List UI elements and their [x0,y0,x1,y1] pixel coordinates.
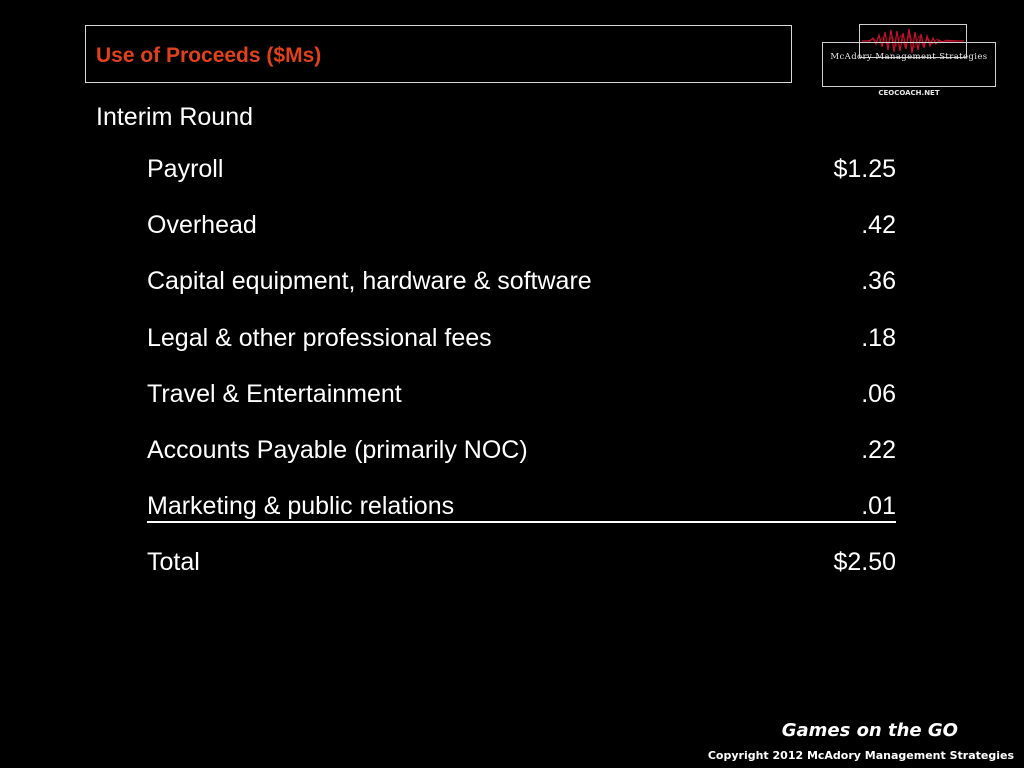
table-row: Payroll $1.25 [147,155,896,189]
table-row: Overhead .42 [147,211,896,245]
row-value: .06 [861,380,896,408]
row-value: .42 [861,211,896,239]
row-value: .18 [861,324,896,352]
table-row: Travel & Entertainment .06 [147,380,896,414]
row-label: Total [147,548,200,576]
row-value: .01 [861,492,896,520]
logo-name-box [822,42,996,87]
company-logo: McAdory Management Strategies CEOCOACH.N… [822,24,996,102]
table-row: Accounts Payable (primarily NOC) .22 [147,436,896,470]
row-label: Capital equipment, hardware & software [147,267,592,295]
logo-wave-box [859,24,967,58]
table-row: Legal & other professional fees .18 [147,324,896,358]
row-label: Overhead [147,211,257,239]
row-label: Travel & Entertainment [147,380,402,408]
row-value: .22 [861,436,896,464]
row-label: Marketing & public relations [147,492,455,520]
row-value: $1.25 [833,155,896,183]
footer-brand: Games on the GO [781,720,958,741]
logo-company-name: McAdory Management Strategies [830,52,988,62]
waveform-icon [862,28,964,54]
row-value: .36 [861,267,896,295]
logo-website: CEOCOACH.NET [878,89,940,97]
row-label: Accounts Payable (primarily NOC) [147,436,528,464]
row-label: Payroll [147,155,224,183]
slide-title: Use of Proceeds ($Ms) [96,44,322,67]
table-row: Marketing & public relations .01 [147,492,896,523]
row-value: $2.50 [833,548,896,576]
table-row: Capital equipment, hardware & software .3… [147,267,896,301]
row-label: Legal & other professional fees [147,324,492,352]
footer-copyright: Copyright 2012 McAdory Management Strate… [707,749,1014,762]
title-box: Use of Proceeds ($Ms) [85,25,792,83]
section-heading: Interim Round [96,103,254,131]
total-row: Total $2.50 [147,548,896,582]
